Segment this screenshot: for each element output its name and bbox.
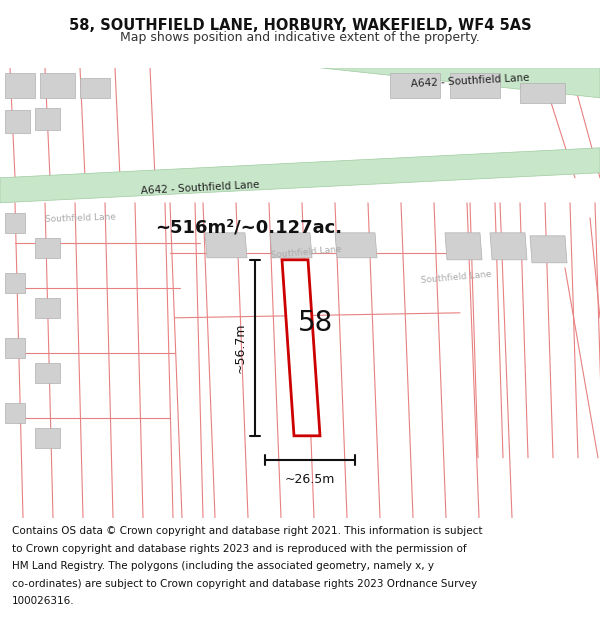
Polygon shape (282, 260, 320, 436)
Polygon shape (5, 272, 25, 292)
Text: Southfield Lane: Southfield Lane (45, 212, 116, 224)
Polygon shape (270, 232, 312, 258)
Text: Southfield Lane: Southfield Lane (420, 270, 491, 286)
Text: to Crown copyright and database rights 2023 and is reproduced with the permissio: to Crown copyright and database rights 2… (12, 544, 467, 554)
Text: co-ordinates) are subject to Crown copyright and database rights 2023 Ordnance S: co-ordinates) are subject to Crown copyr… (12, 579, 477, 589)
Polygon shape (320, 68, 600, 98)
Polygon shape (445, 232, 482, 260)
Polygon shape (5, 110, 30, 132)
Polygon shape (5, 402, 25, 422)
Polygon shape (5, 72, 35, 98)
Polygon shape (530, 236, 567, 262)
Text: 58, SOUTHFIELD LANE, HORBURY, WAKEFIELD, WF4 5AS: 58, SOUTHFIELD LANE, HORBURY, WAKEFIELD,… (68, 18, 532, 32)
Text: ~56.7m: ~56.7m (233, 322, 247, 373)
Polygon shape (35, 238, 60, 258)
Text: 100026316.: 100026316. (12, 596, 74, 606)
Text: 58: 58 (298, 309, 334, 337)
Polygon shape (0, 148, 600, 202)
Text: Contains OS data © Crown copyright and database right 2021. This information is : Contains OS data © Crown copyright and d… (12, 526, 482, 536)
Polygon shape (205, 232, 247, 258)
Polygon shape (35, 362, 60, 382)
Polygon shape (35, 428, 60, 448)
Polygon shape (5, 338, 25, 357)
Polygon shape (490, 232, 527, 260)
Polygon shape (335, 232, 377, 258)
Polygon shape (35, 107, 60, 130)
Polygon shape (5, 213, 25, 232)
Polygon shape (40, 72, 75, 98)
Text: ~516m²/~0.127ac.: ~516m²/~0.127ac. (155, 219, 342, 237)
Polygon shape (390, 72, 440, 98)
Text: A642 - Southfield Lane: A642 - Southfield Lane (140, 180, 260, 196)
Polygon shape (35, 298, 60, 318)
Text: HM Land Registry. The polygons (including the associated geometry, namely x, y: HM Land Registry. The polygons (includin… (12, 561, 434, 571)
Text: ~26.5m: ~26.5m (285, 473, 335, 486)
Text: A642 - Southfield Lane: A642 - Southfield Lane (410, 72, 530, 89)
Polygon shape (450, 72, 500, 98)
Polygon shape (80, 78, 110, 98)
Text: Southfield Lane: Southfield Lane (270, 245, 341, 261)
Text: Map shows position and indicative extent of the property.: Map shows position and indicative extent… (120, 31, 480, 44)
Polygon shape (520, 82, 565, 102)
